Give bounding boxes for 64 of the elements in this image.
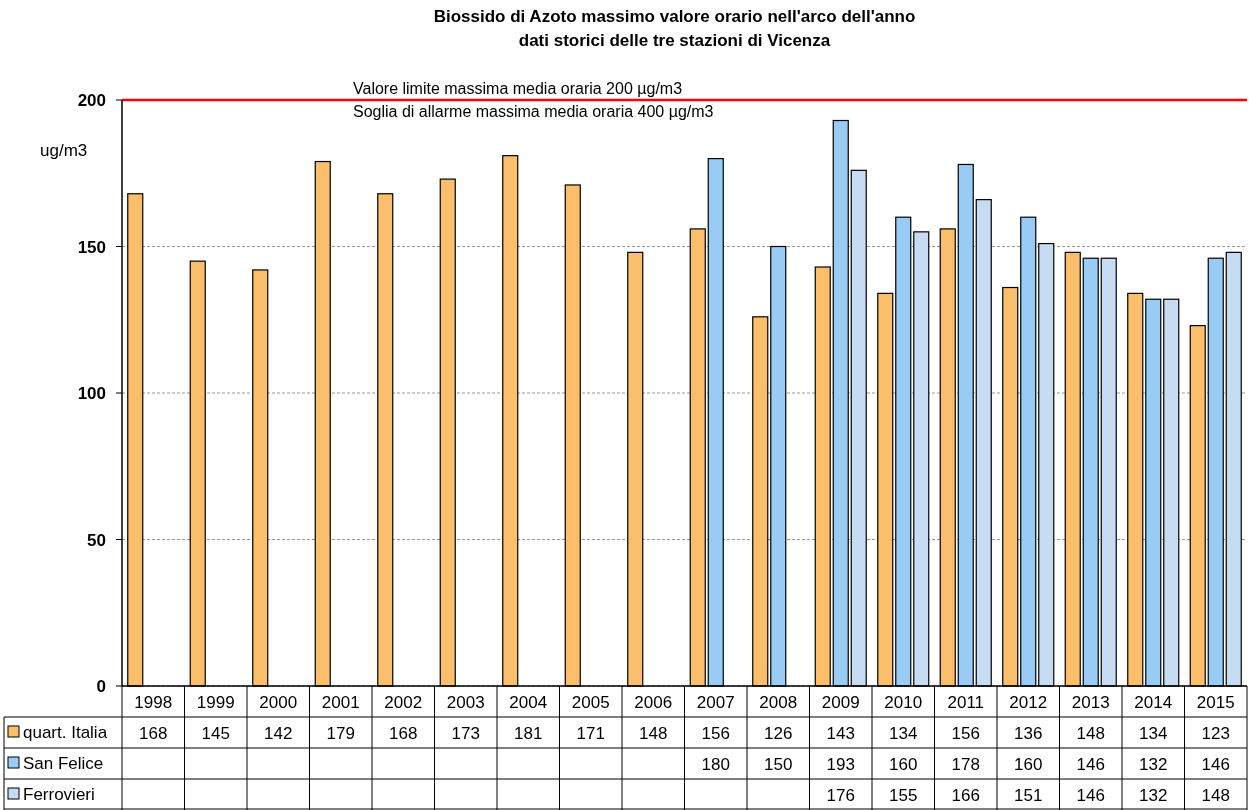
x-tick-label: 2002 — [384, 693, 423, 712]
data-label: 132 — [1139, 786, 1168, 805]
x-tick-label: 2010 — [884, 693, 923, 712]
y-tick-label: 150 — [77, 237, 106, 257]
data-label: 146 — [1076, 755, 1105, 774]
data-label: 146 — [1201, 755, 1230, 774]
y-tick-label: 50 — [87, 530, 106, 550]
x-tick-label: 2012 — [1009, 693, 1048, 712]
data-label: 173 — [451, 724, 480, 743]
data-label: 171 — [576, 724, 605, 743]
data-label: 134 — [1139, 724, 1168, 743]
data-label: 156 — [951, 724, 980, 743]
y-tick-label: 100 — [77, 384, 106, 403]
data-label: 126 — [764, 724, 793, 743]
data-label: 178 — [951, 755, 980, 774]
data-label: 143 — [826, 724, 855, 743]
data-label: 176 — [826, 786, 855, 805]
data-label: 148 — [1076, 724, 1105, 743]
data-label: 160 — [889, 755, 918, 774]
data-label: 146 — [1076, 786, 1105, 805]
data-label: 168 — [389, 724, 418, 743]
ref-line-label: Valore limite massima media oraria 200 µg/m3 — [353, 80, 683, 97]
data-label: 123 — [1201, 724, 1230, 743]
legend-label: quart. Italia — [23, 723, 108, 742]
data-label: 151 — [1014, 786, 1043, 805]
x-tick-label: 2011 — [947, 693, 985, 712]
x-tick-label: 1999 — [196, 693, 235, 712]
data-label: 145 — [201, 724, 230, 743]
legend-label: Ferrovieri — [23, 785, 95, 804]
data-label: 148 — [1201, 786, 1230, 805]
x-tick-label: 2003 — [446, 693, 485, 712]
x-tick-label: 2009 — [821, 693, 860, 712]
data-label: 166 — [951, 786, 980, 805]
annotation: Soglia di allarme massima media oraria 400 µg/m3 — [353, 103, 714, 120]
data-label: 134 — [889, 724, 918, 743]
x-tick-label: 2008 — [759, 693, 798, 712]
data-label: 168 — [139, 724, 168, 743]
data-label: 180 — [701, 755, 730, 774]
data-label: 179 — [326, 724, 355, 743]
y-tick-label: 0 — [96, 677, 106, 696]
x-tick-label: 2005 — [571, 693, 610, 712]
data-label: 181 — [514, 724, 543, 743]
data-label: 193 — [826, 755, 855, 774]
x-tick-label: 1998 — [134, 693, 173, 712]
x-tick-label: 2006 — [634, 693, 673, 712]
x-tick-label: 2013 — [1071, 693, 1110, 712]
y-tick-label: 200 — [77, 91, 106, 110]
data-label: 150 — [764, 755, 793, 774]
x-tick-label: 2001 — [321, 693, 360, 712]
data-label: 160 — [1014, 755, 1043, 774]
y-axis-title: ug/m3 — [40, 141, 88, 160]
x-tick-label: 2000 — [259, 693, 298, 712]
x-tick-label: 2004 — [509, 693, 548, 712]
x-tick-label: 2014 — [1134, 693, 1173, 712]
x-tick-label: 2015 — [1196, 693, 1235, 712]
data-label: 132 — [1139, 755, 1168, 774]
data-label: 142 — [264, 724, 293, 743]
data-label: 155 — [889, 786, 918, 805]
legend-label: San Felice — [23, 754, 104, 773]
data-label: 136 — [1014, 724, 1043, 743]
data-label: 156 — [701, 724, 730, 743]
chart-title: Biossido di Azoto massimo valore orario nell'arco dell'anno dati storici delle tre stazioni di Vicenza — [433, 7, 916, 50]
data-label: 148 — [639, 724, 668, 743]
x-tick-label: 2007 — [696, 693, 735, 712]
